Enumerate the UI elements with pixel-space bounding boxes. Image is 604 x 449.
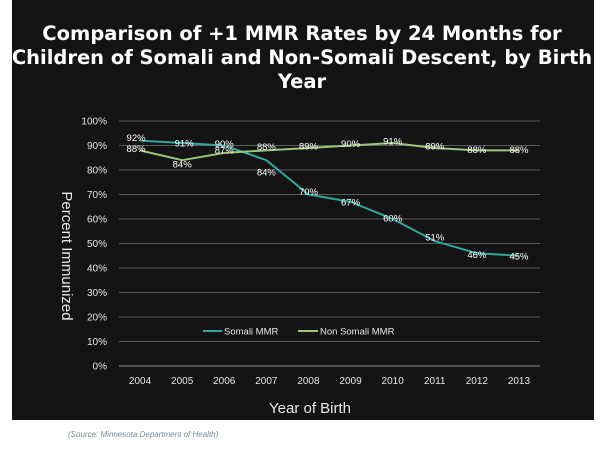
x-tick-label: 2012 [466,376,489,387]
chart-title-line-3: Year [277,70,327,93]
data-label: 88% [127,144,147,155]
y-tick-label: 30% [87,288,107,299]
chart-title-line-2: Children of Somali and Non-Somali Descen… [11,46,593,69]
x-tick-label: 2004 [129,376,152,387]
x-tick-label: 2008 [297,376,320,387]
chart-title: Comparison of +1 MMR Rates by 24 Months … [0,22,604,94]
data-label: 92% [127,133,147,144]
x-tick-label: 2009 [339,376,362,387]
x-tick-label: 2013 [508,376,531,387]
chart-panel [12,0,594,420]
y-tick-label: 20% [87,313,107,324]
x-axis-title: Year of Birth [269,400,351,417]
series-line-non-somali [139,142,519,162]
data-label: 91% [383,137,403,148]
data-label: 67% [341,197,361,208]
data-label: 89% [299,141,319,152]
x-tick-label: 2010 [382,376,405,387]
source-note: (Source: Minnesota Department of Health) [68,430,219,439]
y-tick-label: 80% [87,166,107,177]
data-label: 90% [215,139,235,150]
data-label: 88% [257,142,277,153]
y-axis-ticks: 0% 10% 20% 30% 40% 50% 60% 70% 80% 90% 100% [81,117,107,373]
y-axis-title: Percent Immunized [58,191,75,320]
y-tick-label: 70% [87,190,107,201]
legend: Somali MMR Non Somali MMR [203,327,395,338]
y-tick-label: 90% [87,141,107,152]
data-label: 87% [215,145,235,156]
x-tick-label: 2011 [424,376,446,387]
data-label: 84% [173,160,193,171]
legend-label-somali: Somali MMR [224,327,279,338]
series-line-somali [139,139,520,257]
data-label: 88% [467,145,487,156]
data-label: 60% [383,214,403,225]
y-tick-label: 10% [87,337,107,348]
x-tick-label: 2005 [171,376,194,387]
data-label: 90% [341,139,361,150]
y-tick-label: 60% [87,215,107,226]
data-label: 46% [467,250,487,261]
data-label: 51% [425,233,445,244]
x-axis-ticks: 2004 2005 2006 2007 2008 2009 2010 2011 2012 2013 [129,376,531,387]
data-label: 84% [257,168,277,179]
data-label: 88% [509,145,529,156]
y-tick-label: 0% [93,362,108,373]
y-tick-label: 100% [81,117,107,128]
data-labels: 92% 91% 90% 84% 70% 67% 60% 51% 46% 45% 88% 84% 87% 8… [127,133,529,262]
legend-label-non-somali: Non Somali MMR [320,327,395,338]
chart-title-line-1: Comparison of +1 MMR Rates by 24 Months … [42,22,562,45]
data-label: 45% [509,251,529,262]
series-lines [139,139,520,257]
data-label: 70% [299,187,319,198]
x-tick-label: 2006 [213,376,236,387]
gridlines [119,120,540,367]
y-tick-label: 40% [87,264,107,275]
x-tick-label: 2007 [255,376,278,387]
y-tick-label: 50% [87,239,107,250]
data-label: 91% [175,139,195,150]
data-label: 89% [425,141,445,152]
